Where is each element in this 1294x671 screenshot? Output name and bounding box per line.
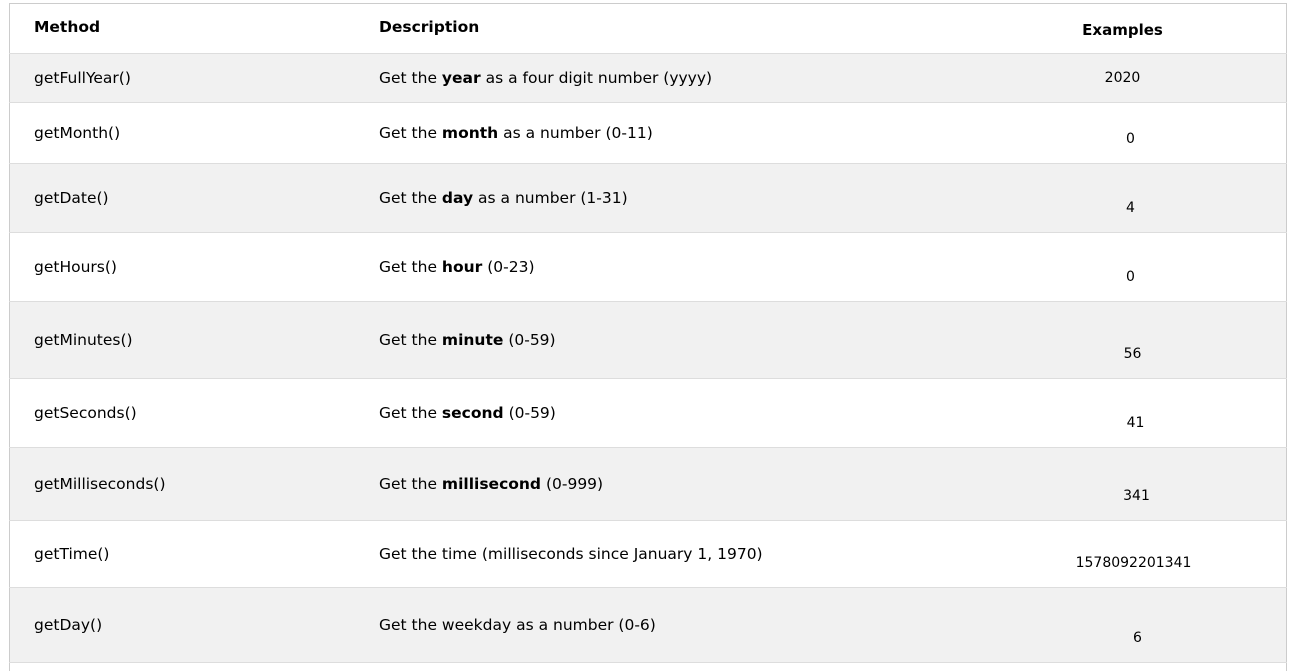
description-cell: Get the weekday as a number (0-6) [355,588,959,663]
description-cell: Get the millisecond (0-999) [355,448,959,521]
example-cell: 341 [959,448,1287,521]
description-cell: Get the second (0-59) [355,379,959,448]
example-cell: 1578092201341 [959,521,1287,588]
description-pre: Get the [379,258,442,276]
example-cell: 0 [959,233,1287,302]
description-cell: Get the month as a number (0-11) [355,103,959,164]
header-examples: Examples [959,4,1287,54]
method-cell: getDay() [10,588,356,663]
table-row: getFullYear()Get the year as a four digi… [10,54,1287,103]
description-bold: year [442,69,481,87]
table-row: getMinutes()Get the minute (0-59)56 [10,302,1287,379]
table-row: getDay() Get the weekday as a number (0-6… [10,588,1287,663]
example-cell: 41 [959,379,1287,448]
table-row: getDate()Get the day as a number (1-31)4 [10,164,1287,233]
description-cell: Get the time (milliseconds since January… [355,521,959,588]
description-post: (0-23) [482,258,534,276]
method-cell: getMilliseconds() [10,448,356,521]
description-bold: month [442,124,498,142]
table-row: getMonth()Get the month as a number (0-1… [10,103,1287,164]
description-post: (0-59) [503,331,555,349]
description-cell: Get the minute (0-59) [355,302,959,379]
method-cell: getSeconds() [10,379,356,448]
table-row: getHours()Get the hour (0-23)0 [10,233,1287,302]
description-bold: millisecond [442,475,541,493]
description-bold: minute [442,331,503,349]
method-cell: getHours() [10,233,356,302]
example-cell: 4 [959,164,1287,233]
method-cell: getTime() [10,521,356,588]
description-pre: Get the [379,404,442,422]
description-pre: Get the [379,124,442,142]
description-post: as a number (1-31) [473,189,628,207]
header-row: Method Description Examples [10,4,1287,54]
description-cell: Get the day as a number (1-31) [355,164,959,233]
description-bold: hour [442,258,482,276]
description-pre: Get the [379,475,442,493]
description-post: as a four digit number (yyyy) [481,69,712,87]
example-cell: 2020 [959,54,1287,103]
description-cell: Get the year as a four digit number (yyy… [355,54,959,103]
method-cell: getFullYear() [10,54,356,103]
date-methods-table: Method Description Examples getFullYear(… [9,3,1287,671]
description-pre: Get the time (milliseconds since January… [379,545,763,563]
table-row: getTime() Get the time (milliseconds sinc… [10,521,1287,588]
example-cell: 6 [959,588,1287,663]
header-description: Description [355,4,959,54]
description-bold: second [442,404,504,422]
description-post: (0-999) [541,475,603,493]
table-row [10,663,1287,671]
description-pre: Get the [379,69,442,87]
description-post: (0-59) [504,404,556,422]
example-cell: 56 [959,302,1287,379]
description-post: as a number (0-11) [498,124,653,142]
description-pre: Get the weekday as a number (0-6) [379,616,656,634]
description-bold: day [442,189,473,207]
method-cell: getMinutes() [10,302,356,379]
description-cell: Get the hour (0-23) [355,233,959,302]
header-method: Method [10,4,356,54]
table-row: getMilliseconds()Get the millisecond (0-… [10,448,1287,521]
method-cell: getMonth() [10,103,356,164]
method-cell: getDate() [10,164,356,233]
table-row: getSeconds()Get the second (0-59)41 [10,379,1287,448]
description-pre: Get the [379,189,442,207]
example-cell: 0 [959,103,1287,164]
description-pre: Get the [379,331,442,349]
